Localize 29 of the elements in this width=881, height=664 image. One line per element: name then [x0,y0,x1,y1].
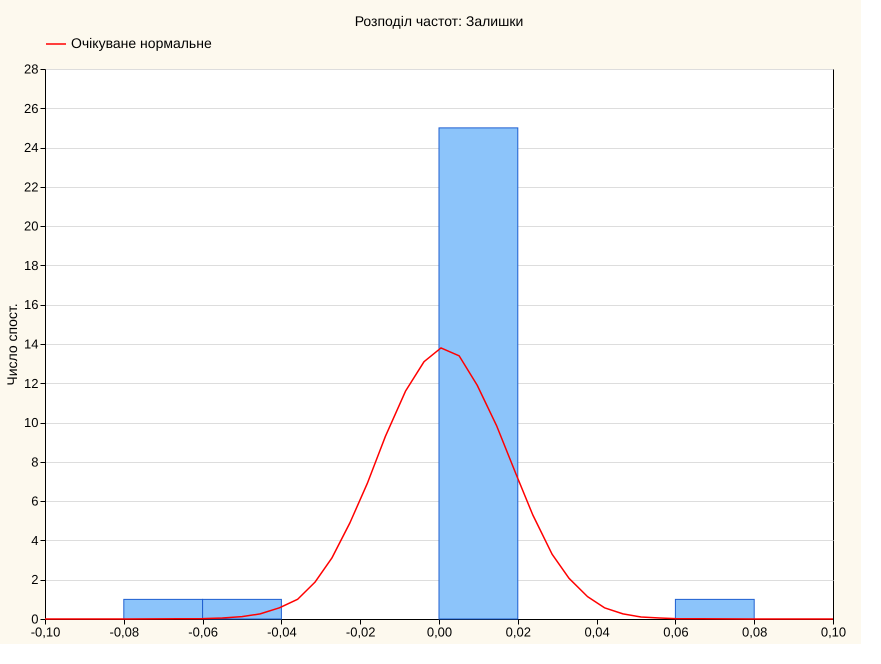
x-tick-label: -0,02 [346,624,376,640]
y-tick-label: 4 [31,532,38,548]
x-tick-label: 0,04 [584,624,610,640]
y-axis-title: Число спост. [4,303,20,386]
x-tick-label: 0,00 [426,624,452,640]
x-tick-label: 0,08 [742,624,768,640]
y-tick-label: 22 [24,179,38,194]
y-tick-label: 8 [31,454,38,470]
y-tick-label: 14 [24,336,38,352]
y-tick-label: 16 [24,297,38,312]
y-tick-label: 18 [24,258,38,273]
y-tick-label: 26 [24,100,38,116]
y-tick-label: 2 [31,572,38,588]
x-tick-label: 0,06 [663,624,689,640]
y-tick-label: 28 [24,62,38,76]
x-tick-label: 0,10 [820,624,846,640]
y-tick-label: 24 [24,140,38,156]
legend-label: Очікуване нормальне [71,35,212,51]
x-tick-label: -0,10 [30,624,60,640]
y-tick-label: 10 [24,415,38,430]
y-tick-label: 20 [24,218,38,234]
x-tick-label: -0,06 [188,624,218,640]
y-tick-label: 6 [31,494,38,509]
y-tick-label: 0 [31,612,38,626]
x-tick-label: -0,04 [267,624,297,640]
x-tick-label: -0,08 [109,624,140,640]
chart-title: Розподіл частот: Залишки [354,13,524,29]
x-tick-label: 0,02 [506,624,531,640]
y-tick-label: 12 [24,376,38,391]
